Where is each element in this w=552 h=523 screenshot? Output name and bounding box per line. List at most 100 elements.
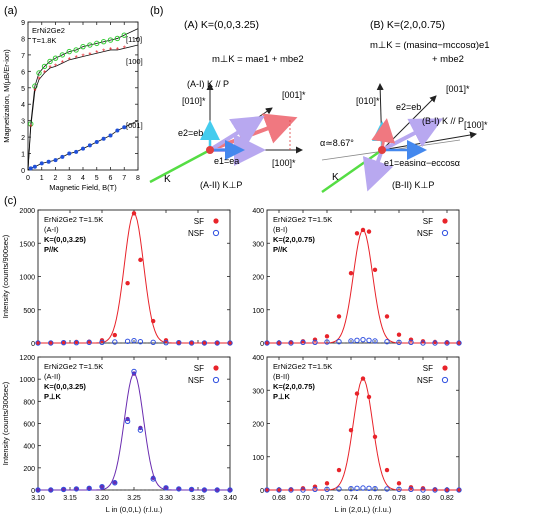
x-tick-label: 3.10 [31,495,45,502]
legend-sf-marker [442,218,448,224]
nsf-point [73,486,80,492]
data-point [94,40,100,47]
y-tick-label: 400 [252,355,264,362]
data-point [32,164,37,169]
y-tick-label: 1200 [19,355,35,362]
label-010-a: [010]* [182,96,206,106]
sf-point [324,334,330,339]
nsf-point [288,340,294,346]
x-tick-label: 0.70 [296,495,310,502]
sf-point [396,332,402,337]
nsf-point [444,487,450,493]
label-k-b: K [332,172,339,183]
x-tick-label: 3.15 [63,495,77,502]
nsf-point [348,338,354,344]
data-point [107,37,114,43]
label-e2-b: e2=eb [396,102,421,112]
nsf-point [396,339,402,346]
data-point [53,158,58,163]
panel-case: (A-II) [44,372,61,381]
x-tick-label: 0.72 [320,495,334,502]
y-tick-label: 100 [252,308,264,315]
sf-point [366,229,372,234]
data-point: * [68,56,71,65]
p-parallel-arrow-b [381,118,444,152]
y-tick-label: 8 [21,36,25,43]
nsf-point [48,340,54,346]
nsf-point [360,485,366,491]
nsf-point [324,486,330,493]
data-point: * [81,53,84,62]
sf-point [112,332,118,338]
sf-point [372,267,378,273]
data-point [66,48,72,55]
y-tick-label: 800 [23,399,35,406]
y-tick-label: 300 [252,388,264,395]
data-point [32,83,38,89]
panel-title: ErNi2Ge2 T=1.5K [44,362,103,371]
nsf-point [150,339,156,346]
y-tick-label: 9 [21,20,25,27]
nsf-point [60,339,67,346]
x-tick-label: 0.82 [440,495,454,502]
sf-point [384,314,390,319]
panel-title: ErNi2Ge2 T=1.5K [273,362,332,371]
data-point: * [43,69,46,78]
nsf-point [312,339,318,346]
nsf-point [354,485,360,492]
legend-nsf: NSF [188,229,204,238]
legend-sf: SF [194,217,204,226]
nsf-point [300,487,306,493]
case-b-formula-1: m⊥K = (masinα−mccosα)e1 [370,40,490,51]
data-point: * [54,62,57,71]
sf-point [384,467,390,473]
nsf-point [150,476,156,482]
sf-point [348,427,354,433]
legend-nsf: NSF [417,376,433,385]
sf-point [276,340,282,346]
nsf-point [137,338,144,345]
nsf-point [112,480,118,486]
data-point [73,47,79,53]
panel-label-c: (c) [4,195,17,207]
series-label: [001] [126,121,143,130]
label-aii-a: (A-II) K⊥P [200,180,242,190]
sf-point [35,340,41,346]
nsf-point [420,487,426,493]
fit-curve [267,377,459,491]
fit-curve [38,372,230,491]
data-point [122,125,127,130]
data-point: * [48,64,51,73]
y-tick-label: 400 [23,444,35,451]
k-arrow-a [149,148,211,184]
sf-point [360,376,366,381]
data-point: * [29,123,32,132]
y-axis-label: Intensity (counts/900sec) [1,234,10,318]
label-001-a: [001]* [282,90,306,100]
x-tick-label: 3.25 [127,495,141,502]
nsf-point [456,340,462,346]
data-point [108,133,113,138]
y-tick-label: 0 [21,168,25,175]
panel-p: P//K [273,245,288,254]
data-point: * [37,76,40,85]
y-tick-label: 200 [252,275,264,282]
x-tick-label: 0.68 [272,495,286,502]
sf-point [131,211,137,216]
nsf-point [456,487,462,493]
sf-point [354,231,360,236]
x-tick-label: 4 [81,175,85,182]
y-tick-label: 2000 [19,208,35,215]
nsf-point [312,486,318,493]
nsf-point [432,487,438,493]
data-point: * [88,51,91,60]
x-tick-label: 1 [40,175,44,182]
data-point: * [123,44,126,53]
case-a-formula: m⊥K = mae1 + mbe2 [212,54,304,65]
moment-arrow-b [371,118,396,151]
sf-point [87,486,92,491]
sf-point [74,486,79,492]
sf-point [48,487,53,493]
sf-point [336,467,342,473]
